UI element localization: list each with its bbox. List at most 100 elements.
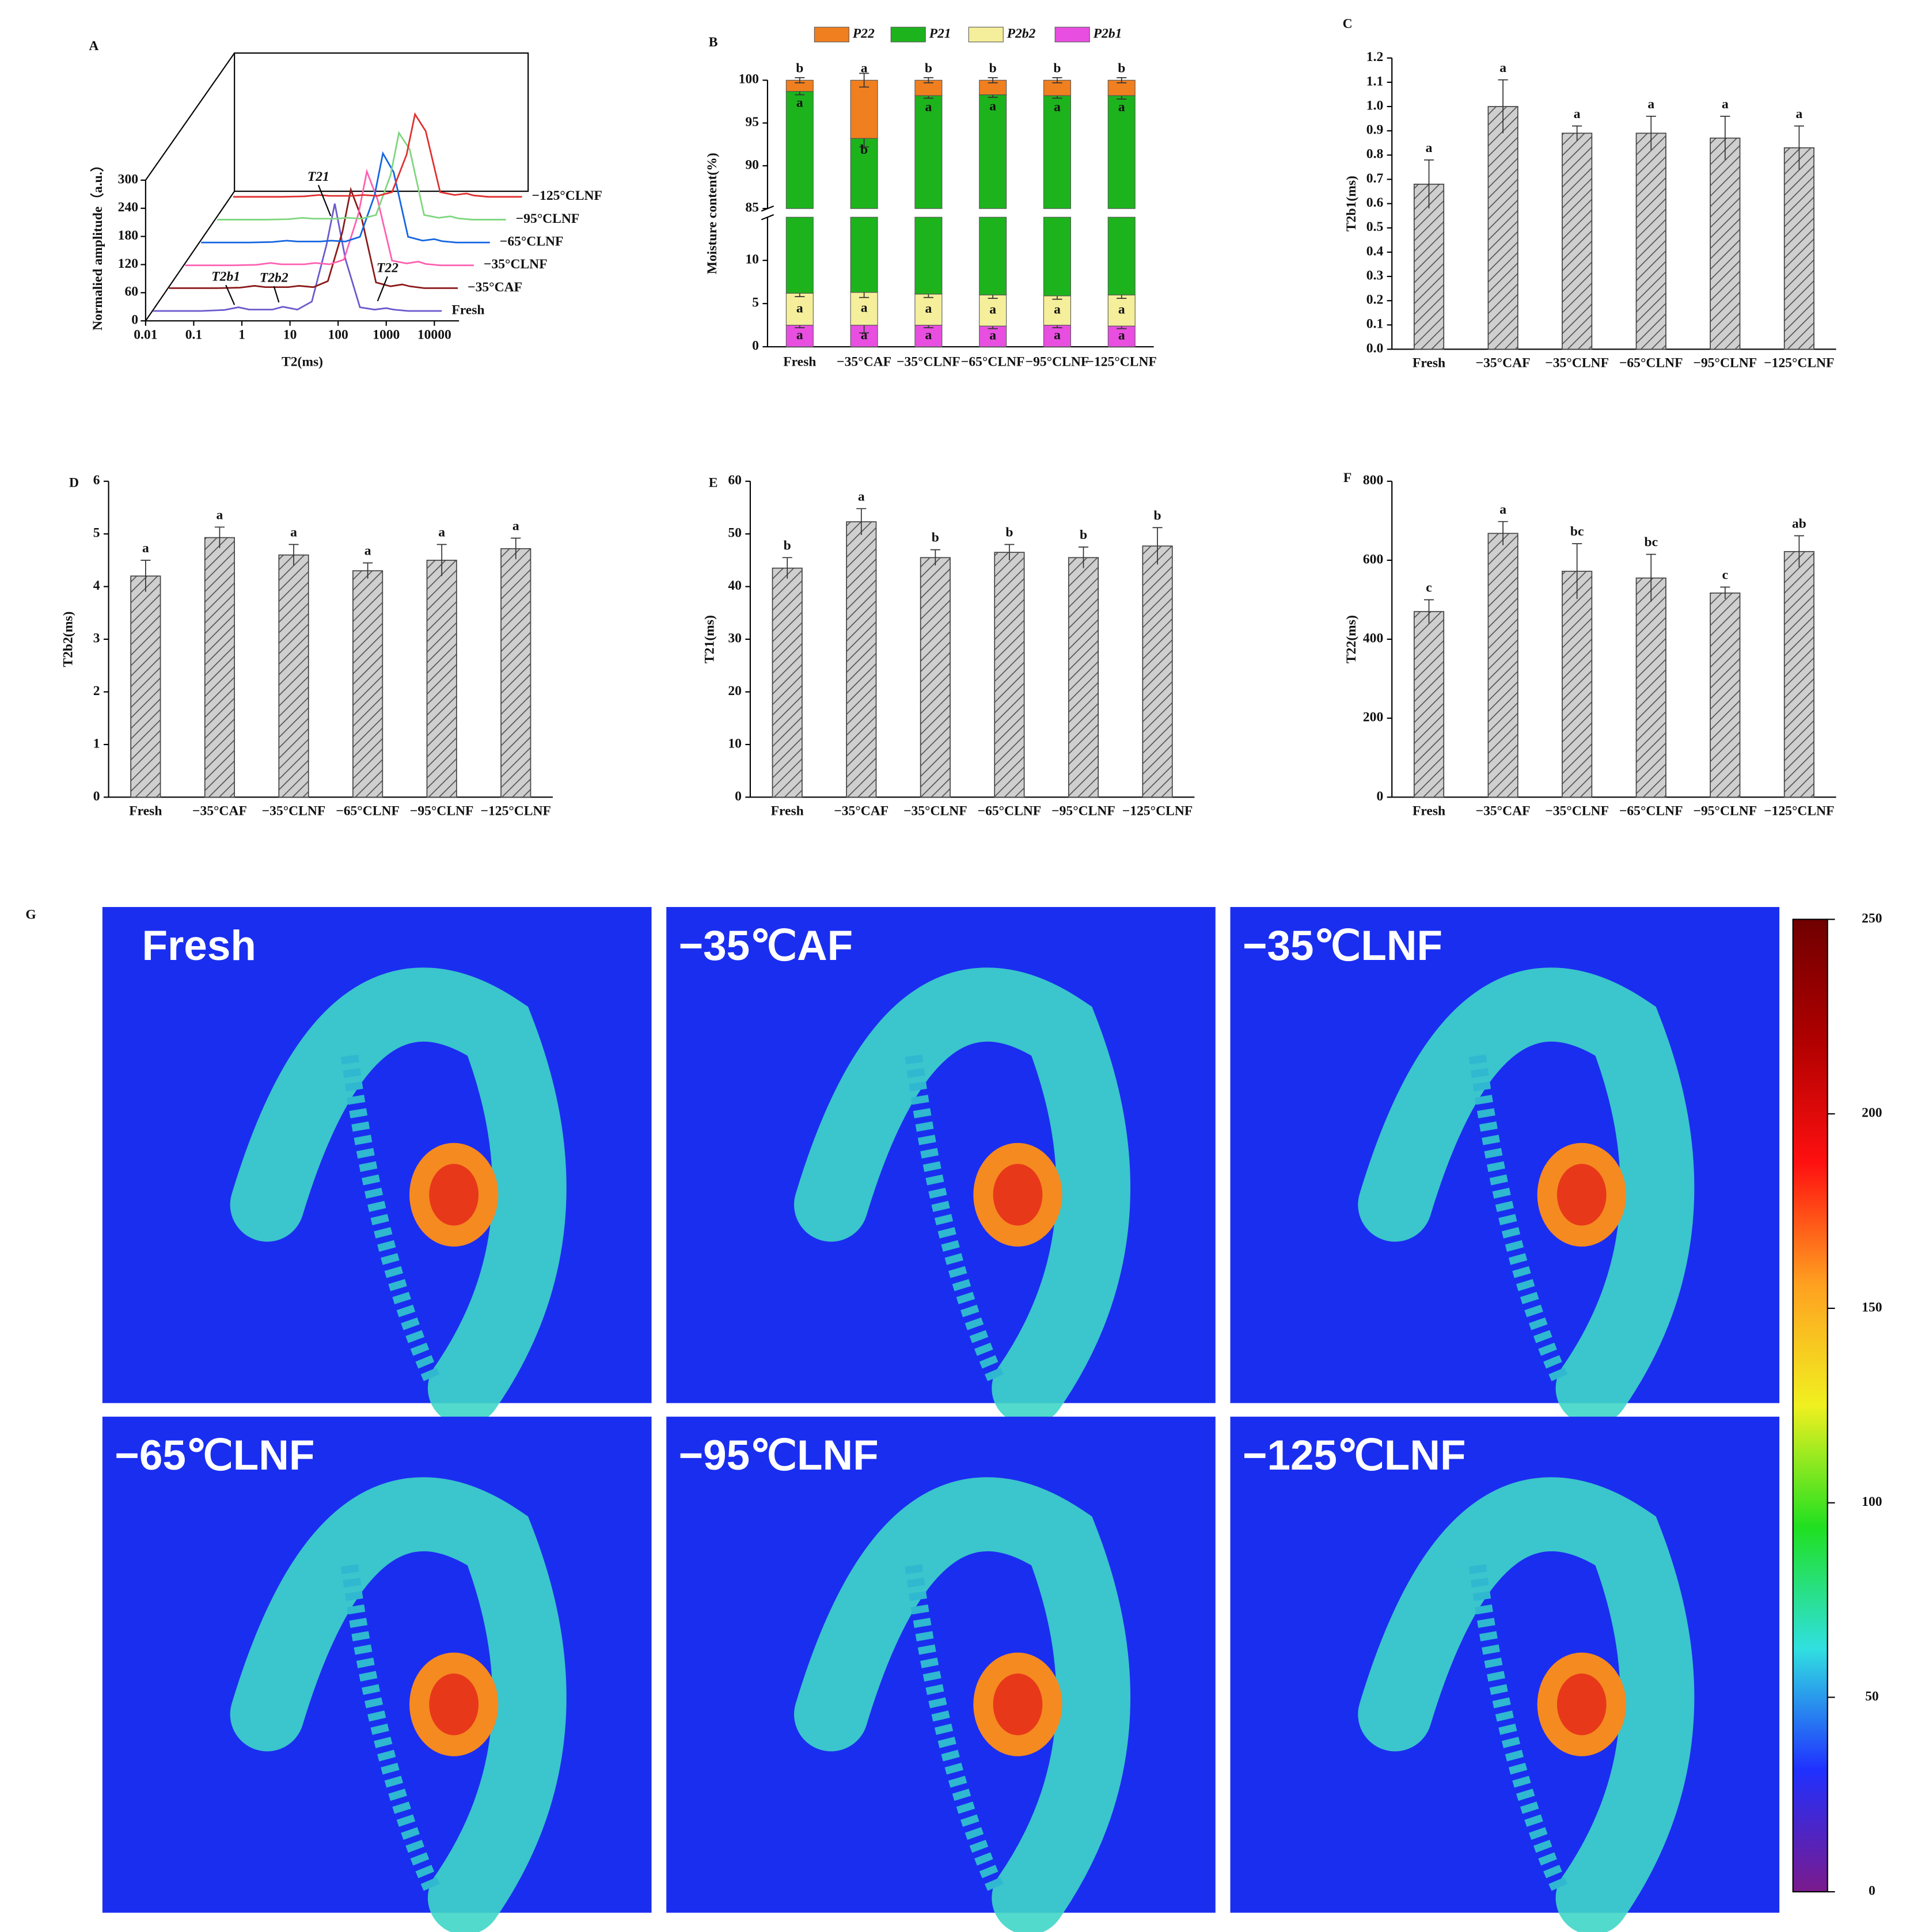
specimen-core-center <box>1556 1164 1607 1226</box>
error-bar <box>923 77 933 83</box>
x-tick-label: Fresh <box>1413 356 1445 371</box>
bar-segment <box>785 79 814 92</box>
specimen-legs <box>341 1564 440 1892</box>
colorbar-tick-label: 0 <box>1869 1884 1875 1899</box>
bar-segment <box>1043 79 1071 96</box>
significance-letter: a <box>365 544 371 559</box>
bar-segment <box>1043 95 1071 297</box>
y-tick-label: 5 <box>93 526 100 541</box>
error-bar <box>795 77 805 83</box>
bar <box>772 567 803 798</box>
colorbar-tick-label: 150 <box>1862 1300 1882 1315</box>
panel-label: F <box>1343 470 1351 485</box>
specimen-legs <box>905 1564 1004 1892</box>
y-tick-label: 200 <box>1363 710 1383 725</box>
series-label: Fresh <box>451 302 484 317</box>
bar <box>846 521 877 798</box>
significance-letter: a <box>217 507 223 522</box>
x-tick-label: −65°CLNF <box>961 354 1025 369</box>
x-tick-label: −95°CLNF <box>1694 803 1757 818</box>
specimen-core-center <box>993 1673 1043 1736</box>
bar <box>1487 533 1518 798</box>
panel-label: D <box>69 475 79 490</box>
x-tick-label: −35°CLNF <box>262 803 326 818</box>
bar <box>1710 592 1741 798</box>
x-tick-label: 100 <box>328 327 348 342</box>
series-label: −35°CAF <box>468 280 522 295</box>
y-tick-label: 0 <box>752 339 759 354</box>
x-tick-label: Fresh <box>783 354 816 369</box>
legend-label: P21 <box>929 26 951 41</box>
bar <box>1783 147 1814 350</box>
bar-segment <box>850 138 878 293</box>
significance-letter: a <box>796 301 803 316</box>
significance-letter: a <box>1722 97 1729 112</box>
y-tick-label: 10 <box>745 252 759 267</box>
legend-label: P2b2 <box>1007 26 1036 41</box>
error-bar <box>1078 546 1089 568</box>
legend-swatch <box>968 26 1004 43</box>
error-bar <box>1498 521 1508 545</box>
significance-letter: b <box>860 142 868 157</box>
significance-letter: a <box>1054 100 1061 115</box>
legend-swatch <box>1054 26 1090 43</box>
bar <box>352 570 384 798</box>
series-line <box>169 187 458 289</box>
significance-letter: b <box>989 60 997 75</box>
back-wall <box>234 52 529 192</box>
x-tick-label: −95°CLNF <box>1051 803 1115 818</box>
bar <box>1710 137 1741 350</box>
bar <box>1783 551 1814 798</box>
x-tick-label: −125°CLNF <box>1087 354 1157 369</box>
y-tick-label: 10 <box>728 736 742 751</box>
y-tick-label: 400 <box>1363 631 1383 646</box>
y-tick-label: 0.3 <box>1366 268 1383 283</box>
y-tick-label: 90 <box>745 157 759 172</box>
bar <box>1487 106 1518 350</box>
x-tick-label: −125°CLNF <box>481 803 551 818</box>
error-bar <box>856 508 867 536</box>
significance-letter: a <box>861 60 868 75</box>
panel-title: −65℃LNF <box>115 1432 314 1479</box>
annotation: T21 <box>307 169 329 184</box>
x-tick-label: −65°CLNF <box>1619 803 1683 818</box>
significance-letter: a <box>142 541 149 556</box>
x-tick-label: 0.01 <box>134 327 157 342</box>
error-bar <box>1720 116 1730 160</box>
significance-letter: bc <box>1570 524 1584 539</box>
x-tick-label: −35°CAF <box>1476 803 1531 818</box>
error-bar <box>859 73 870 88</box>
specimen-core-center <box>1556 1673 1607 1736</box>
significance-letter: a <box>1574 107 1581 122</box>
y-tick-label: 120 <box>118 256 138 271</box>
legend-swatch <box>814 26 849 43</box>
y-tick-label: 20 <box>728 684 742 699</box>
axis-break <box>761 214 774 221</box>
y-tick-label: 95 <box>745 115 759 130</box>
bar <box>1635 577 1666 798</box>
x-tick-label: −65°CLNF <box>336 803 400 818</box>
y-tick-label: 240 <box>118 200 138 215</box>
bar <box>130 575 161 798</box>
y-tick-label: 0.9 <box>1366 123 1383 138</box>
y-axis-label: Moisture content(%) <box>705 153 720 274</box>
colorbar-tick-label: 50 <box>1865 1689 1879 1704</box>
y-tick-label: 1.1 <box>1366 74 1383 89</box>
specimen-legs <box>341 1054 440 1382</box>
bar-segment <box>914 95 943 295</box>
frame <box>145 191 236 321</box>
annotation: T22 <box>377 261 398 276</box>
y-tick-label: 100 <box>739 72 759 87</box>
significance-letter: a <box>290 525 297 540</box>
bar-segment <box>785 91 814 294</box>
significance-letter: b <box>796 60 803 75</box>
error-bar <box>511 537 521 560</box>
significance-letter: a <box>858 489 865 504</box>
y-tick-label: 1.0 <box>1366 98 1383 113</box>
significance-letter: b <box>1154 508 1161 523</box>
y-tick-label: 0 <box>1376 789 1383 804</box>
specimen-body <box>230 1477 567 1932</box>
bar <box>1413 611 1445 798</box>
significance-letter: a <box>796 328 803 343</box>
significance-letter: a <box>989 328 996 343</box>
